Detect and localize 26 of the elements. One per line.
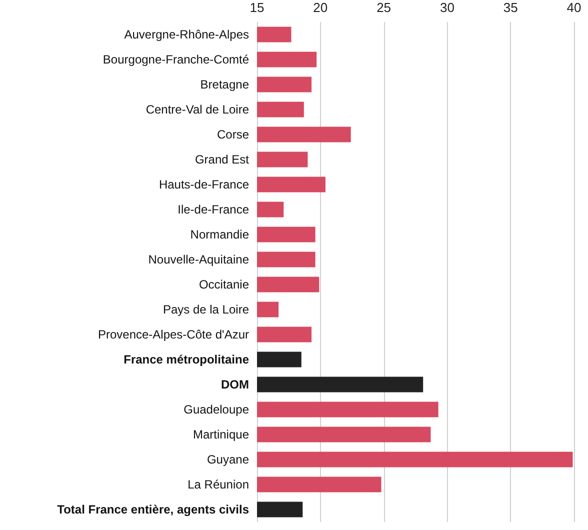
y-tick-label: Centre-Val de Loire [146, 102, 250, 116]
y-tick-label: Corse [216, 128, 250, 142]
x-tick-label: 35 [503, 0, 518, 15]
y-tick-label: Pays de la Loire [162, 302, 250, 316]
x-tick-label: 15 [250, 0, 264, 15]
y-tick-label: Bourgogne-Franche-Comté [102, 52, 250, 66]
y-tick-label: Normandie [190, 228, 250, 242]
x-tick-label: 25 [376, 0, 392, 15]
x-tick-label: 20 [313, 0, 328, 15]
y-tick-label: DOM [221, 378, 249, 392]
y-tick-label: Ile-de-France [178, 202, 250, 216]
y-tick-label: Occitanie [198, 278, 250, 292]
y-tick-label: Provence-Alpes-Côte d'Azur [98, 328, 249, 342]
y-tick-label: Guadeloupe [184, 402, 250, 416]
y-tick-label: La Réunion [188, 478, 249, 492]
y-tick-label: France métropolitaine [124, 352, 250, 366]
y-tick-label: Auvergne-Rhône-Alpes [124, 28, 249, 42]
y-tick-label: Grand Est [194, 152, 250, 166]
x-tick-label: 30 [440, 0, 454, 15]
y-tick-label: Total France entière, agents civils [57, 502, 250, 516]
y-tick-label: Guyane [206, 452, 250, 466]
y-tick-label: Bretagne [200, 78, 250, 92]
y-tick-label: Martinique [192, 428, 250, 442]
y-tick-label: Nouvelle-Aquitaine [148, 252, 250, 266]
x-tick-label: 40 [566, 0, 582, 15]
y-tick-label: Hauts-de-France [158, 178, 250, 192]
